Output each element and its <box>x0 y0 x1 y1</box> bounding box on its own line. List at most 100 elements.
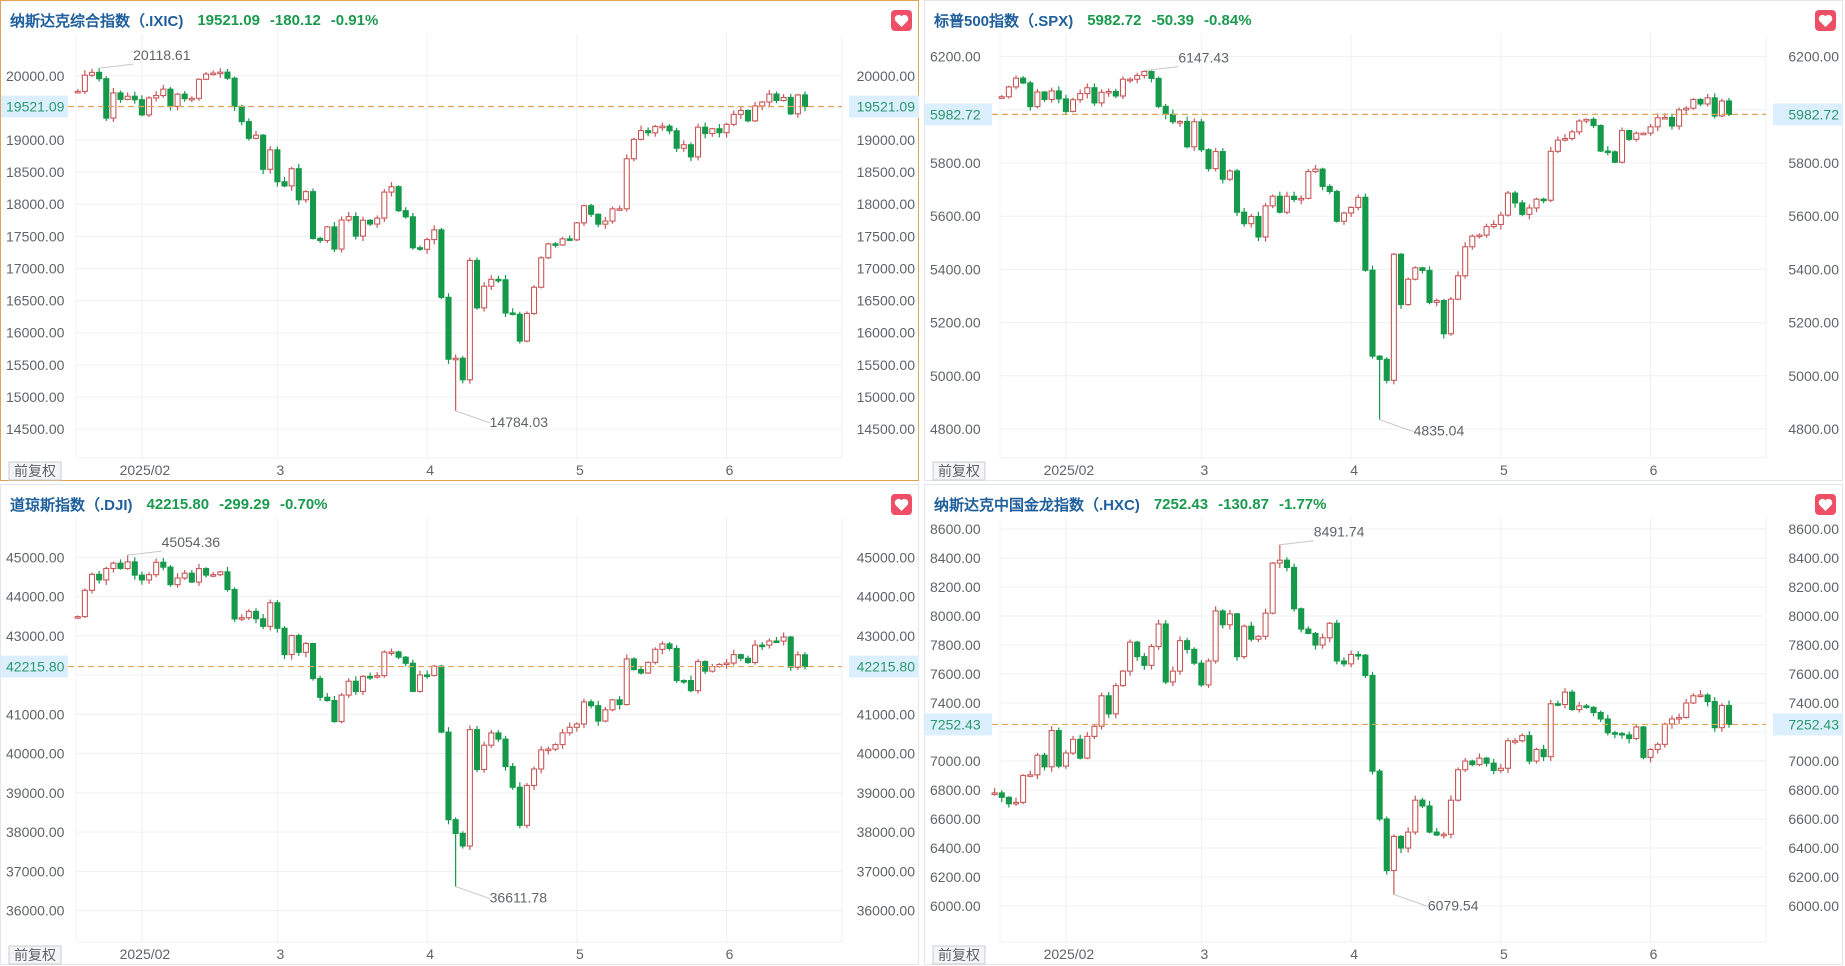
chart-panel-spx[interactable]: 标普500指数（.SPX) 5982.72 -50.39 -0.84% 2025… <box>924 0 1843 481</box>
low-annotation-label: 36611.78 <box>490 890 548 906</box>
y-tick-label-right: 39000.00 <box>857 785 916 801</box>
candle-body <box>580 701 588 725</box>
candle-body <box>96 71 103 80</box>
favorite-heart-icon[interactable] <box>1815 494 1836 515</box>
candle-body <box>1291 566 1298 610</box>
chart-panel-dji[interactable]: 道琼斯指数（.DJI) 42215.80 -299.29 -0.70% 2025… <box>0 484 919 965</box>
candle-body <box>359 219 366 237</box>
candlestick-chart[interactable]: 2025/02 3 4 5 6 36000.00 36000.00 37000.00 37000… <box>1 485 920 966</box>
y-tick-label-left: 5800.00 <box>930 155 981 171</box>
candle-body <box>145 574 153 581</box>
candle-body <box>274 149 281 183</box>
candle-body <box>1383 358 1390 381</box>
candle-body <box>1590 118 1597 127</box>
candle-body <box>1162 105 1169 115</box>
candle-body <box>1112 90 1119 97</box>
candle-body <box>409 662 416 692</box>
adjust-mode-button[interactable] <box>8 461 62 481</box>
index-title[interactable]: 道琼斯指数（.DJI) <box>10 496 133 514</box>
candle-body <box>1069 99 1077 112</box>
candle-body <box>794 94 801 115</box>
candle-body <box>766 640 773 646</box>
candle-body <box>1490 223 1497 228</box>
candle-body <box>1633 726 1640 740</box>
candle-body <box>1184 120 1191 148</box>
chart-panel-ixic[interactable]: 纳斯达克综合指数（.IXIC) 19521.09 -180.12 -0.91% … <box>0 0 919 481</box>
favorite-heart-icon[interactable] <box>891 494 912 515</box>
last-price: 7252.43 <box>1153 495 1209 513</box>
adjust-mode-label[interactable]: 前复权 <box>938 947 980 963</box>
candle-body <box>1283 195 1290 213</box>
candle-body <box>1369 674 1376 772</box>
index-title[interactable]: 纳斯达克综合指数（.IXIC) <box>10 12 184 30</box>
candle-body <box>991 792 998 795</box>
candle-body <box>1661 116 1668 120</box>
chart-panel-hxc[interactable]: 纳斯达克中国金龙指数（.HXC) 7252.43 -130.87 -1.77% … <box>924 484 1843 965</box>
y-tick-label-left: 5400.00 <box>930 261 981 277</box>
candle-body <box>495 278 502 282</box>
candle-body <box>1533 748 1540 762</box>
y-tick-label-right: 17500.00 <box>857 228 916 244</box>
candle-body <box>281 627 288 656</box>
candle-body <box>531 286 538 315</box>
candle-body <box>1226 170 1233 180</box>
candle-body <box>1134 74 1141 80</box>
candle-body <box>1526 735 1533 762</box>
candle-body <box>1704 694 1711 703</box>
candle-body <box>153 94 160 99</box>
last-price-tag-right: 42215.80 <box>857 659 916 675</box>
candle-body <box>1091 725 1098 737</box>
x-tick-label: 5 <box>1500 462 1508 478</box>
low-annotation-pointer <box>1393 894 1429 907</box>
candle-body <box>1704 97 1711 105</box>
candlestick-chart[interactable]: 2025/02 3 4 5 6 14500.00 14500.00 15000.00 15000… <box>1 1 920 482</box>
index-title[interactable]: 标普500指数（.SPX) <box>934 12 1074 30</box>
last-price-tag-left: 19521.09 <box>6 99 65 115</box>
candle-body <box>488 278 495 287</box>
last-price-tag-right: 7252.43 <box>1788 716 1839 732</box>
candle-body <box>431 229 438 241</box>
index-title[interactable]: 纳斯达克中国金龙指数（.HXC) <box>934 496 1140 514</box>
y-tick-label-right: 6200.00 <box>1788 869 1839 885</box>
candle-body <box>1255 635 1262 640</box>
candle-body <box>723 123 730 134</box>
candle-body <box>481 744 488 771</box>
candle-body <box>1668 116 1676 127</box>
favorite-heart-icon[interactable] <box>1815 10 1836 31</box>
candle-body <box>687 144 694 158</box>
candle-body <box>302 643 309 653</box>
adjust-mode-label[interactable]: 前复权 <box>14 947 56 963</box>
last-price: 5982.72 <box>1087 11 1142 29</box>
candle-body <box>709 666 716 672</box>
candle-body <box>238 105 245 123</box>
price-change: -130.87 <box>1218 495 1269 513</box>
candle-body <box>324 696 331 702</box>
candle-body <box>1105 90 1112 94</box>
y-tick-label-left: 5600.00 <box>930 208 981 224</box>
candlestick-chart[interactable]: 2025/02 3 4 5 6 4800.00 4800.00 5000.00 5000.00 5… <box>925 1 1844 482</box>
x-tick-label: 2025/02 <box>1044 462 1095 478</box>
adjust-mode-label[interactable]: 前复权 <box>14 463 56 479</box>
candle-body <box>459 832 466 847</box>
y-tick-label-right: 17000.00 <box>857 260 916 276</box>
candle-body <box>181 93 188 100</box>
candle-body <box>452 357 459 361</box>
candle-body <box>1212 151 1219 170</box>
candle-body <box>1241 625 1248 658</box>
x-tick-label: 4 <box>1350 946 1358 962</box>
high-annotation-label: 20118.61 <box>133 47 191 63</box>
candle-body <box>773 93 780 102</box>
candle-body <box>737 109 744 115</box>
candle-body <box>752 105 759 122</box>
adjust-mode-button[interactable] <box>932 461 986 481</box>
candle-body <box>1134 641 1141 658</box>
candle-body <box>1618 732 1626 736</box>
candle-body <box>1098 91 1105 104</box>
candle-body <box>787 636 794 668</box>
adjust-mode-label[interactable]: 前复权 <box>938 463 980 479</box>
candle-body <box>331 700 338 723</box>
favorite-heart-icon[interactable] <box>891 10 912 31</box>
candlestick-chart[interactable]: 2025/02 3 4 5 6 6000.00 6000.00 6200.00 6200.00 6… <box>925 485 1844 966</box>
quote: 7252.43 -130.87 -1.77% <box>1154 496 1327 513</box>
candle-body <box>1405 831 1412 849</box>
